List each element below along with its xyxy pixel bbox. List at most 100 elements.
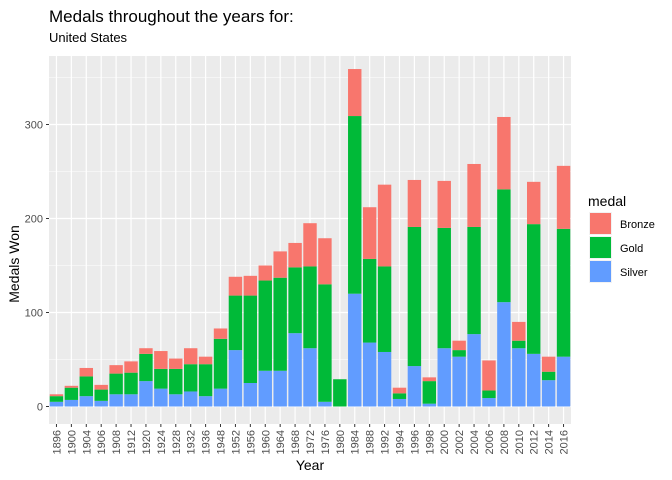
bar-bronze-1976 bbox=[318, 238, 332, 285]
x-tick-label: 2016 bbox=[559, 430, 571, 454]
bar-bronze-2016 bbox=[556, 165, 571, 229]
x-tick-label: 2006 bbox=[484, 430, 496, 454]
bar-gold-1904 bbox=[79, 376, 93, 397]
y-axis-ticks: 0 100 200 300 bbox=[25, 120, 49, 414]
bar-gold-1900 bbox=[64, 387, 79, 400]
bar-silver-1900 bbox=[64, 399, 79, 407]
bar-gold-1972 bbox=[303, 266, 317, 349]
x-tick-label: 1900 bbox=[66, 430, 78, 454]
bar-silver-1908 bbox=[109, 394, 123, 407]
bar-gold-1928 bbox=[169, 368, 183, 395]
bar-bronze-1936 bbox=[198, 356, 213, 365]
bar-gold-1896 bbox=[49, 396, 64, 402]
x-tick-label: 2000 bbox=[439, 430, 451, 454]
bar-gold-1994 bbox=[392, 393, 407, 399]
bar-gold-1920 bbox=[139, 353, 153, 382]
bar-gold-1956 bbox=[243, 295, 258, 383]
bar-silver-1948 bbox=[213, 388, 228, 407]
bar-silver-2000 bbox=[437, 348, 451, 407]
bar-gold-1948 bbox=[213, 338, 228, 389]
bar-silver-1992 bbox=[377, 351, 392, 407]
x-tick-label: 1960 bbox=[260, 430, 272, 454]
legend-key-gold bbox=[590, 237, 611, 258]
bar-bronze-1928 bbox=[169, 358, 183, 369]
bar-bronze-1924 bbox=[154, 351, 168, 369]
bar-gold-2002 bbox=[452, 350, 466, 357]
x-tick-label: 2012 bbox=[529, 430, 541, 454]
bar-bronze-1956 bbox=[243, 275, 258, 296]
x-tick-label: 1948 bbox=[216, 430, 228, 454]
bar-silver-2008 bbox=[497, 302, 511, 407]
bar-gold-1992 bbox=[377, 266, 392, 352]
legend-key-silver bbox=[590, 261, 611, 282]
x-tick-label: 2010 bbox=[514, 430, 526, 454]
x-tick-label: 1906 bbox=[96, 430, 108, 454]
legend-label-bronze: Bronze bbox=[620, 219, 655, 231]
x-tick-label: 2014 bbox=[544, 430, 556, 454]
bar-silver-1960 bbox=[258, 370, 272, 407]
x-tick-label: 2004 bbox=[469, 430, 481, 454]
bar-bronze-1906 bbox=[94, 384, 108, 390]
bar-silver-2016 bbox=[556, 356, 571, 407]
bars bbox=[49, 69, 571, 407]
bar-bronze-1952 bbox=[228, 276, 243, 296]
legend-label-silver: Silver bbox=[620, 267, 648, 279]
bar-silver-1976 bbox=[318, 401, 332, 407]
bar-gold-2000 bbox=[437, 227, 451, 349]
bar-bronze-1948 bbox=[213, 328, 228, 339]
bar-bronze-1908 bbox=[109, 365, 123, 374]
legend-key-bronze bbox=[590, 213, 611, 234]
bar-gold-1996 bbox=[407, 226, 422, 367]
bar-gold-2016 bbox=[556, 228, 571, 357]
x-tick-label: 1994 bbox=[394, 430, 406, 454]
bar-silver-2010 bbox=[512, 348, 526, 407]
x-axis-ticks: 1896 1900 1904 1906 1908 1912 1920 1924 1928 1932… bbox=[51, 424, 571, 454]
bar-gold-1998 bbox=[422, 381, 437, 404]
bar-silver-1952 bbox=[228, 350, 243, 407]
x-tick-label: 1920 bbox=[141, 430, 153, 454]
bar-bronze-1996 bbox=[407, 179, 422, 227]
x-tick-label: 2002 bbox=[454, 430, 466, 454]
bar-silver-1932 bbox=[183, 391, 198, 407]
bar-silver-2004 bbox=[467, 334, 481, 407]
bar-silver-1996 bbox=[407, 366, 422, 407]
bar-silver-1998 bbox=[422, 403, 437, 407]
x-axis-title: Year bbox=[296, 457, 325, 473]
bar-bronze-2000 bbox=[437, 180, 451, 228]
bar-gold-1924 bbox=[154, 368, 168, 389]
x-tick-label: 1932 bbox=[186, 430, 198, 454]
x-tick-label: 1952 bbox=[230, 430, 242, 454]
bar-bronze-2010 bbox=[512, 321, 526, 341]
bar-gold-1908 bbox=[109, 373, 123, 395]
bar-silver-1988 bbox=[362, 342, 377, 407]
bar-silver-1972 bbox=[303, 348, 317, 407]
bar-gold-1932 bbox=[183, 364, 198, 392]
x-tick-label: 1936 bbox=[201, 430, 213, 454]
bar-silver-1904 bbox=[79, 396, 93, 407]
x-tick-label: 1984 bbox=[350, 430, 362, 454]
bar-bronze-1932 bbox=[183, 348, 198, 365]
legend-title: medal bbox=[588, 193, 626, 209]
bar-bronze-2004 bbox=[467, 163, 481, 227]
x-tick-label: 1956 bbox=[245, 430, 257, 454]
bar-bronze-2012 bbox=[527, 181, 541, 225]
bar-silver-1936 bbox=[198, 396, 213, 407]
x-tick-label: 1972 bbox=[305, 430, 317, 454]
y-tick-label: 100 bbox=[25, 308, 43, 320]
bar-silver-1956 bbox=[243, 383, 258, 407]
x-tick-label: 1996 bbox=[409, 430, 421, 454]
bar-silver-1906 bbox=[94, 400, 108, 407]
bar-bronze-1994 bbox=[392, 387, 407, 394]
bar-silver-2006 bbox=[482, 398, 496, 407]
bar-gold-1960 bbox=[258, 280, 272, 371]
bar-gold-1980 bbox=[333, 379, 347, 407]
bar-gold-1988 bbox=[362, 258, 377, 343]
x-tick-label: 2008 bbox=[499, 430, 511, 454]
x-tick-label: 1968 bbox=[290, 430, 302, 454]
bar-bronze-1972 bbox=[303, 223, 317, 267]
bar-gold-1936 bbox=[198, 364, 213, 397]
chart-title: Medals throughout the years for: bbox=[49, 7, 294, 26]
bar-gold-1906 bbox=[94, 389, 108, 401]
y-tick-label: 300 bbox=[25, 120, 43, 132]
